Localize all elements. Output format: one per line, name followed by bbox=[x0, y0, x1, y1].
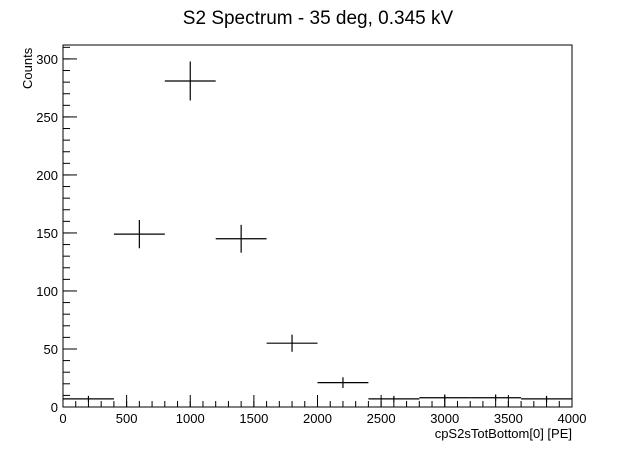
y-tick-label: 150 bbox=[36, 226, 58, 241]
x-tick-label: 2500 bbox=[367, 411, 396, 426]
axis-ticks: 0 500 1000 1500 2000 2500 3000 3500 4000 0 50 100 15… bbox=[36, 46, 587, 426]
x-tick-label: 2000 bbox=[303, 411, 332, 426]
data-point bbox=[63, 395, 114, 402]
y-tick-label: 200 bbox=[36, 168, 58, 183]
y-tick-label: 100 bbox=[36, 284, 58, 299]
x-tick-label: 3500 bbox=[494, 411, 523, 426]
data-point bbox=[368, 395, 420, 402]
data-point bbox=[419, 394, 471, 401]
data-points bbox=[63, 61, 572, 402]
y-tick-label: 250 bbox=[36, 110, 58, 125]
data-point bbox=[317, 377, 369, 388]
y-axis-label: Counts bbox=[20, 47, 35, 89]
x-tick-label: 0 bbox=[59, 411, 66, 426]
data-point bbox=[113, 219, 165, 249]
data-point bbox=[521, 395, 572, 402]
data-point bbox=[470, 394, 522, 401]
x-tick-label: 4000 bbox=[558, 411, 587, 426]
x-tick-label: 1500 bbox=[239, 411, 268, 426]
x-tick-label: 500 bbox=[116, 411, 138, 426]
y-tick-label: 50 bbox=[44, 342, 58, 357]
data-point bbox=[215, 224, 267, 253]
x-tick-label: 3000 bbox=[430, 411, 459, 426]
data-point bbox=[164, 61, 216, 101]
chart-title: S2 Spectrum - 35 deg, 0.345 kV bbox=[183, 8, 454, 29]
x-tick-label: 1000 bbox=[176, 411, 205, 426]
data-point bbox=[266, 334, 318, 352]
y-tick-label: 0 bbox=[51, 400, 58, 415]
y-tick-label: 300 bbox=[36, 52, 58, 67]
x-axis-label: cpS2sTotBottom[0] [PE] bbox=[435, 426, 572, 441]
